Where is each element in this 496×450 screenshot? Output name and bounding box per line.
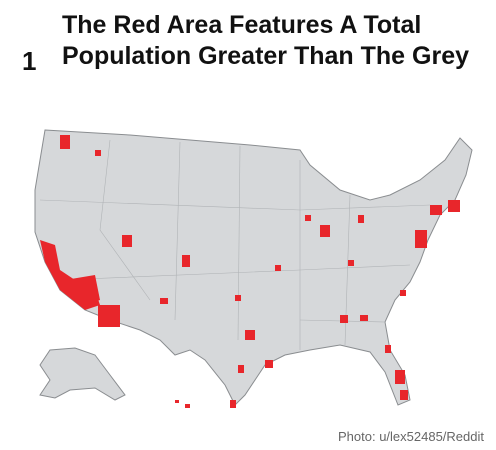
- item-number: 1: [22, 46, 37, 76]
- us-outline: [34, 129, 473, 406]
- state-lines: [39, 139, 431, 350]
- red-counties: [40, 135, 460, 408]
- hawaii: [175, 400, 190, 408]
- us-map: [34, 129, 473, 408]
- alaska: [39, 347, 126, 401]
- item-title: The Red Area Features A Total Population…: [62, 11, 470, 70]
- photo-credit: Photo: u/lex52485/Reddit: [338, 429, 484, 444]
